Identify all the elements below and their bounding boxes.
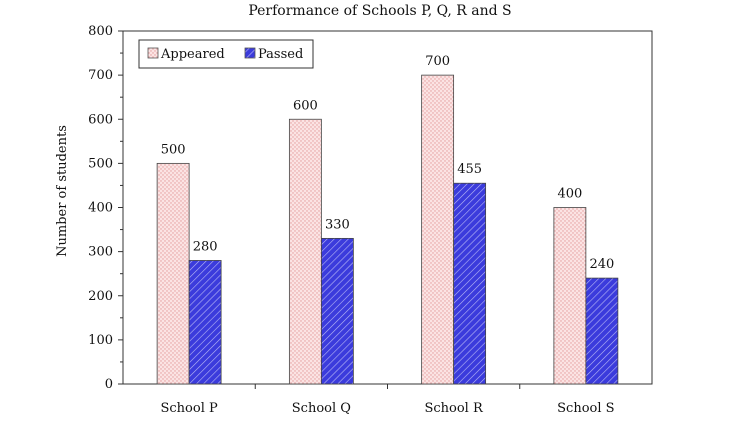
bar-passed-0 [188,260,222,385]
bar-appeared-1 [288,118,322,385]
data-label-passed-1: 330 [325,217,350,232]
y-tick-label: 400 [88,201,113,216]
y-tick-label: 800 [88,24,113,39]
y-tick-label: 300 [88,245,113,260]
bar-passed-3 [585,277,619,385]
y-tick-label: 700 [88,68,113,83]
x-axis-ticks: School P School Q School R School S [161,384,615,416]
y-tick-label: 500 [88,156,113,171]
data-label-passed-2: 455 [457,162,482,177]
x-tick-label: School S [557,401,614,416]
y-tick-label: 100 [88,333,113,348]
legend-swatch-appeared [147,47,159,59]
data-label-passed-3: 240 [589,257,614,272]
x-tick-label: School P [161,401,219,416]
bar-appeared-0 [156,162,190,385]
y-tick-label: 0 [105,377,113,392]
bar-passed-2 [453,182,487,385]
data-label-passed-0: 280 [193,239,218,254]
x-tick-label: School R [424,401,484,416]
data-labels: 500 280 600 330 700 455 400 240 [161,54,615,272]
legend-box [138,39,314,69]
data-label-appeared-3: 400 [557,187,582,202]
y-axis-label: Number of students [55,125,70,257]
legend-label-appeared: Appeared [160,47,225,62]
bar-appeared-3 [553,207,587,385]
legend-label-passed: Passed [258,47,303,62]
legend-swatch-passed [244,47,256,59]
data-label-appeared-0: 500 [161,142,186,157]
chart-title: Performance of Schools P, Q, R and S [248,3,511,19]
bar-appeared-2 [421,74,455,385]
x-tick-label: School Q [292,401,351,416]
data-label-appeared-2: 700 [425,54,450,69]
bars [156,74,619,385]
legend: Appeared Passed [138,39,314,69]
data-label-appeared-1: 600 [293,98,318,113]
y-tick-label: 200 [88,289,113,304]
y-axis-ticks: 0 100 200 300 400 500 600 700 800 [88,24,123,392]
bar-passed-1 [320,237,354,385]
y-tick-label: 600 [88,112,113,127]
